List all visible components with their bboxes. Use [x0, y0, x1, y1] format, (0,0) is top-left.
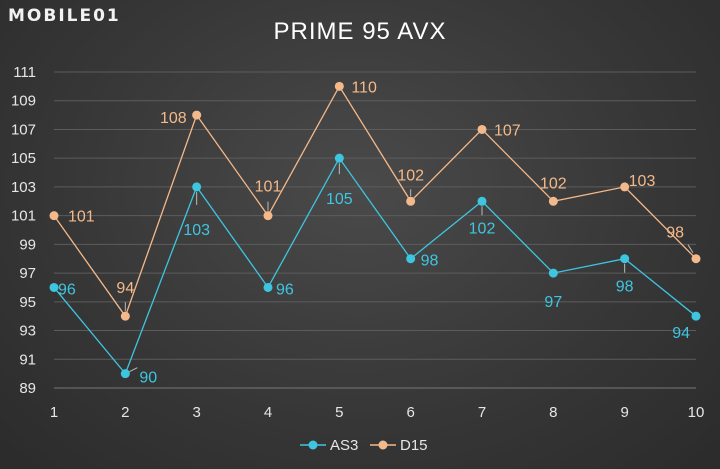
data-label-AS3: 105 [326, 191, 353, 208]
x-tick-label: 6 [406, 404, 414, 421]
y-tick-label: 107 [11, 121, 36, 138]
data-label-D15: 94 [116, 280, 134, 297]
x-tick-label: 4 [264, 404, 272, 421]
data-point-D15 [691, 254, 701, 264]
y-tick-label: 93 [19, 323, 36, 340]
data-label-D15: 102 [540, 175, 567, 192]
legend-label-D15: D15 [400, 437, 428, 454]
x-tick-label: 9 [620, 404, 628, 421]
data-point-D15 [477, 124, 487, 134]
chart-title: PRIME 95 AVX [273, 18, 447, 45]
y-tick-label: 95 [19, 294, 36, 311]
data-point-AS3 [120, 369, 130, 379]
data-point-AS3 [406, 254, 416, 264]
data-label-D15: 101 [68, 209, 95, 226]
y-tick-label: 111 [13, 64, 36, 81]
y-tick-label: 109 [11, 93, 36, 110]
series-line-AS3 [53, 156, 697, 375]
data-point-AS3 [263, 282, 273, 292]
data-label-D15: 110 [351, 79, 377, 96]
data-point-AS3 [192, 182, 202, 192]
x-tick-label: 10 [688, 404, 705, 421]
x-tick-label: 7 [478, 404, 486, 421]
brand-logo: MOBILE01 [8, 6, 121, 26]
y-tick-label: 99 [19, 236, 36, 253]
label-leader-line [129, 367, 138, 373]
y-tick-label: 89 [19, 380, 36, 397]
y-tick-label: 91 [19, 351, 36, 368]
y-tick-label: 101 [11, 208, 36, 225]
x-tick-label: 2 [121, 404, 129, 421]
data-point-AS3 [620, 254, 630, 264]
legend-marker-D15 [378, 440, 388, 450]
legend-label-AS3: AS3 [330, 437, 358, 454]
data-point-AS3 [548, 268, 558, 278]
legend-marker-AS3 [308, 440, 318, 450]
data-point-D15 [120, 311, 130, 321]
y-tick-label: 97 [19, 265, 36, 282]
x-tick-label: 3 [192, 404, 200, 421]
x-tick-label: 5 [335, 404, 343, 421]
data-label-D15: 108 [160, 110, 187, 127]
label-leader-line [687, 244, 694, 253]
data-label-D15: 102 [397, 167, 424, 184]
x-tick-label: 8 [549, 404, 557, 421]
data-point-D15 [620, 182, 630, 192]
data-point-D15 [334, 81, 344, 91]
data-label-AS3: 98 [616, 279, 634, 296]
data-point-D15 [406, 196, 416, 206]
data-point-AS3 [49, 282, 59, 292]
data-label-D15: 101 [255, 179, 282, 196]
data-label-AS3: 90 [139, 370, 157, 387]
data-label-AS3: 94 [672, 325, 690, 342]
data-label-AS3: 96 [58, 281, 76, 298]
data-label-D15: 103 [629, 173, 656, 190]
y-tick-label: 103 [11, 179, 36, 196]
data-point-AS3 [334, 153, 344, 163]
data-point-AS3 [691, 311, 701, 321]
data-label-AS3: 97 [544, 294, 562, 311]
data-label-AS3: 98 [421, 253, 439, 270]
data-point-D15 [548, 196, 558, 206]
data-label-AS3: 96 [276, 281, 294, 298]
data-label-D15: 98 [666, 225, 684, 242]
y-tick-label: 105 [11, 150, 36, 167]
data-point-D15 [49, 211, 59, 221]
data-label-D15: 107 [494, 122, 521, 139]
data-point-AS3 [477, 196, 487, 206]
data-point-D15 [192, 110, 202, 120]
series-line-D15 [53, 85, 697, 318]
data-point-D15 [263, 211, 273, 221]
data-label-AS3: 102 [469, 220, 496, 237]
data-label-AS3: 103 [183, 222, 210, 239]
x-tick-label: 1 [50, 404, 58, 421]
